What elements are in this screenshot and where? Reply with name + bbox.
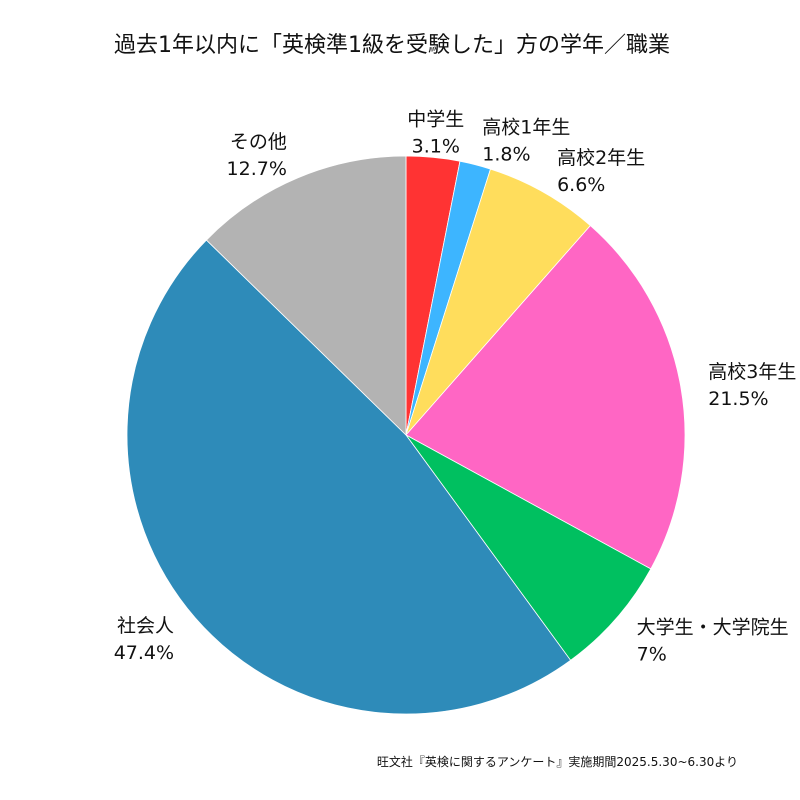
slice-name-label: 高校3年生 <box>708 361 796 383</box>
pie-slices <box>126 155 686 715</box>
pie-slice-7 <box>205 155 407 436</box>
pie-label-3: 高校2年生 6.6% <box>557 147 645 196</box>
pie-label-4: 高校3年生 21.5% <box>708 361 796 410</box>
pie-slice-3 <box>405 168 591 436</box>
pie-label-7: その他 12.7% <box>227 131 287 180</box>
pie-labels: 中学生 3.1% 高校1年生 1.8% 高校2年生 6.6% 高校3年生 21.5% 大学生・大… <box>114 109 797 666</box>
pie-slice-6 <box>126 239 572 715</box>
pie-label-2: 高校1年生 1.8% <box>482 117 570 166</box>
pie-slice-4 <box>405 225 686 570</box>
slice-value-label: 1.8% <box>482 144 530 166</box>
slice-value-label: 47.4% <box>114 642 174 664</box>
slice-name-label: 高校1年生 <box>482 117 570 139</box>
slice-name-label: 大学生・大学院生 <box>637 616 789 638</box>
slice-value-label: 12.7% <box>227 158 287 180</box>
pie-label-5: 大学生・大学院生 7% <box>637 616 789 665</box>
slice-value-label: 7% <box>637 643 667 665</box>
slice-value-label: 21.5% <box>708 388 768 410</box>
pie-label-1: 中学生 3.1% <box>407 109 464 158</box>
pie-slice-5 <box>405 434 652 661</box>
source-note: 旺文社『英検に関するアンケート』実施期間2025.5.30~6.30より <box>377 754 738 769</box>
slice-name-label: 高校2年生 <box>557 147 645 169</box>
slice-name-label: 中学生 <box>407 109 464 131</box>
chart-title: 過去1年以内に「英検準1級を受験した」方の学年／職業 <box>114 33 670 58</box>
pie-label-6: 社会人 47.4% <box>114 615 174 664</box>
slice-name-label: 社会人 <box>117 615 174 637</box>
slice-value-label: 6.6% <box>557 174 605 196</box>
slice-name-label: その他 <box>230 131 287 153</box>
slice-value-label: 3.1% <box>412 136 460 158</box>
